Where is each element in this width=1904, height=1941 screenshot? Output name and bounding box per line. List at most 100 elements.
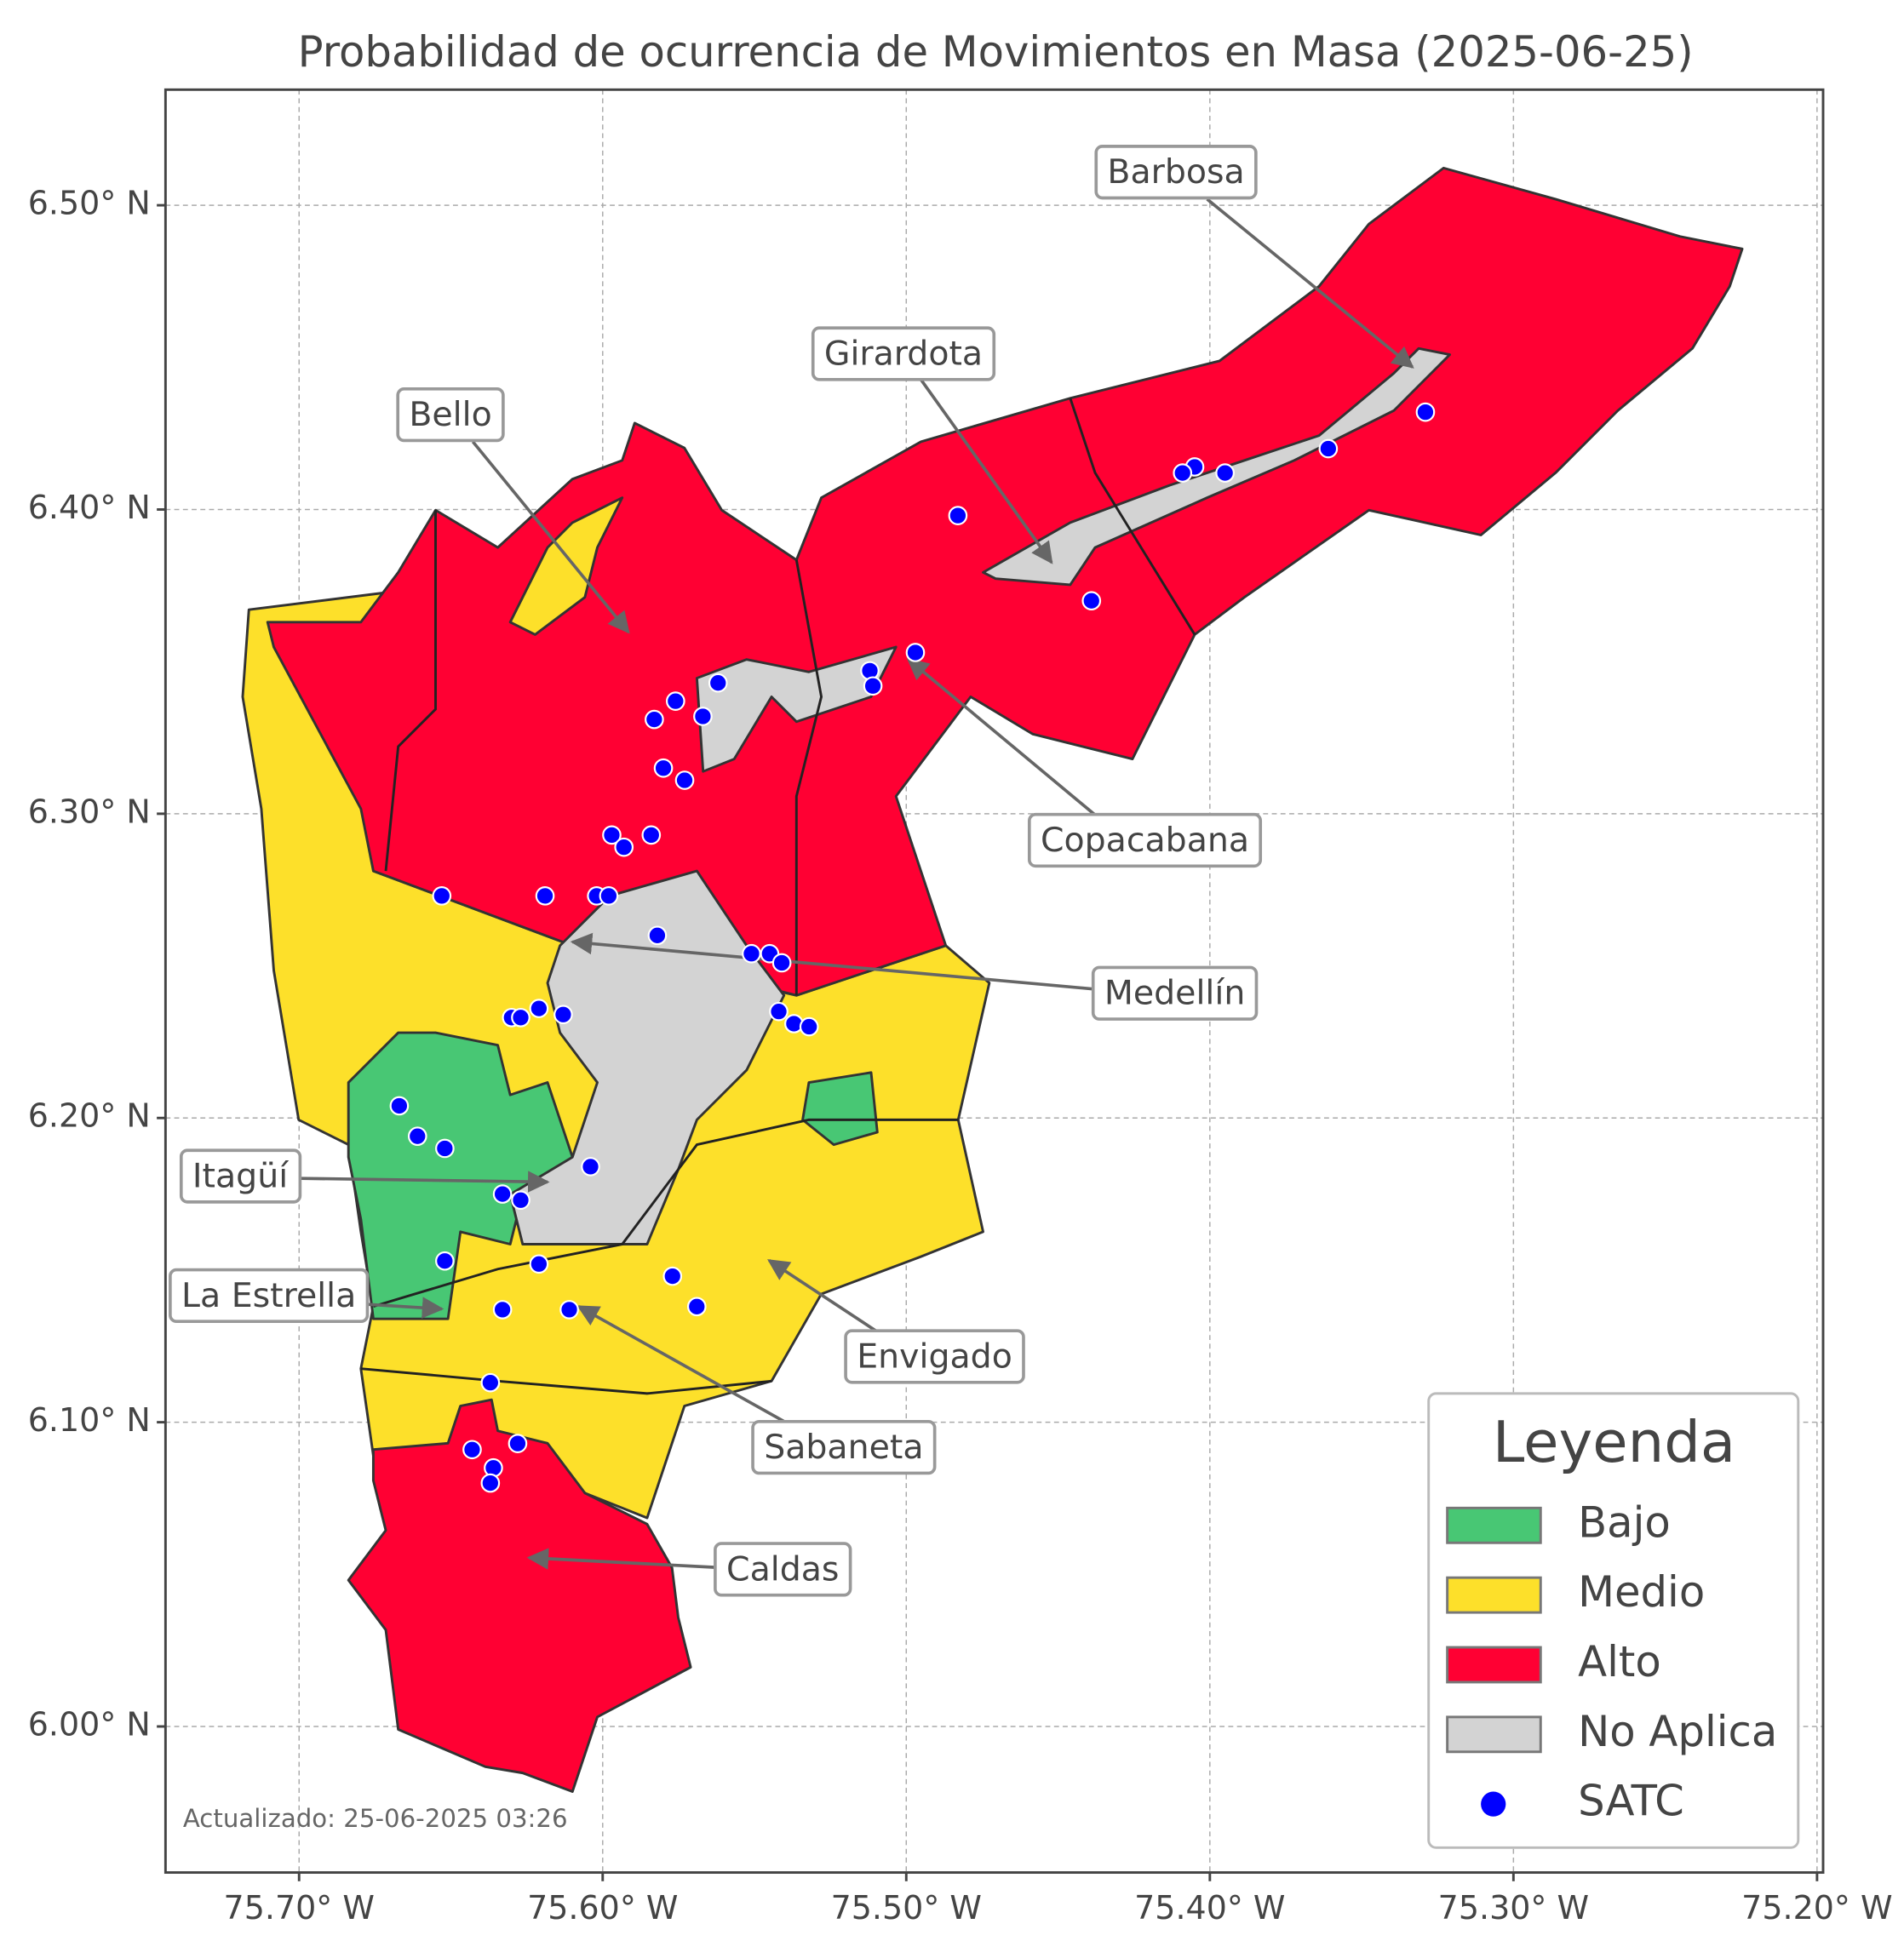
satc-point [905,643,926,662]
satc-point [492,1300,513,1320]
x-tick-label: 75.40° W [1134,1889,1285,1927]
satc-point [480,1372,501,1393]
satc-point [1173,463,1193,483]
satc-point [662,1266,683,1286]
satc-point [799,1016,819,1037]
satc-point [674,770,695,790]
satc-point [407,1126,427,1147]
y-tick-label: 6.20° N [28,1097,151,1135]
satc-point [769,1001,789,1022]
label-box [169,1268,370,1323]
legend-swatch [1446,1715,1542,1754]
satc-point [462,1440,482,1460]
satc-point [1215,463,1235,483]
label-box [1094,145,1258,200]
arrow [570,932,1096,991]
arrow [1206,198,1414,369]
legend-label: Alto [1578,1637,1661,1686]
boundary [384,510,437,872]
satc-point [771,953,792,973]
municipality-label: Envigado [857,1337,1012,1376]
x-tick-label: 75.20° W [1741,1889,1892,1927]
arrow [906,658,1097,816]
x-tick-label: 75.70° W [224,1889,375,1927]
y-tick-label: 6.30° N [28,793,151,830]
label-box [179,1148,302,1204]
y-tick-label: 6.40° N [28,489,151,526]
region-no-aplica [982,346,1452,587]
x-tick-label: 75.30° W [1438,1889,1589,1927]
label-box [811,326,996,381]
legend-swatch [1446,1576,1542,1614]
arrow [526,1548,722,1570]
municipality-label: Barbosa [1107,152,1244,192]
satc-point [641,825,662,845]
label-box [1027,812,1263,868]
satc-point [529,999,549,1018]
satc-point [948,506,968,525]
satc-point [1318,438,1339,459]
satc-point [435,1138,455,1159]
satc-point [435,1251,455,1271]
municipality-label: Itagüí [192,1157,289,1196]
legend-label: Bajo [1578,1497,1671,1547]
y-tick-label: 6.00° N [28,1706,151,1743]
legend-swatch [1446,1646,1542,1684]
y-tick-label: 6.10° N [28,1401,151,1439]
region-bajo [801,1071,879,1147]
municipality-label: Sabaneta [764,1428,923,1467]
region-alto [347,1398,692,1794]
municipality-label: Copacabana [1041,821,1249,860]
x-tick-label: 75.60° W [527,1889,678,1927]
satc-point [666,691,685,711]
satc-point [1081,591,1102,611]
label-box [751,1420,937,1475]
satc-point [653,758,674,778]
x-tick-label: 75.50° W [831,1889,982,1927]
boundary [360,1367,772,1395]
satc-point [599,886,619,906]
legend-label: Medio [1578,1567,1705,1617]
satc-point [529,1254,549,1274]
annotations: Barbosa Girardota Bello Copacabana Medel… [169,145,1263,1597]
municipality-label: Bello [409,395,491,434]
region-no-aplica [695,645,898,773]
satc-point [686,1297,707,1317]
label-box [714,1542,852,1597]
satc-point [492,1184,513,1204]
map-title: Probabilidad de ocurrencia de Movimiento… [298,27,1694,77]
satc-point [742,943,761,964]
satc-point [614,837,634,857]
arrow [919,378,1053,564]
satc-points [389,402,1436,1493]
boundary [373,1118,959,1308]
satc-point [559,1300,579,1320]
legend-marker [1481,1791,1506,1817]
arrow [576,1304,798,1430]
municipality-label: La Estrella [181,1276,356,1315]
satc-point [647,925,668,946]
satc-point [389,1096,410,1116]
legend-label: SATC [1578,1777,1684,1826]
label-box [844,1329,1025,1384]
y-tick-label: 6.50° N [28,185,151,222]
municipality-label: Girardota [824,335,983,374]
satc-point [645,709,664,730]
legend-label: No Aplica [1578,1707,1777,1756]
boundary [1069,398,1196,636]
municipality-label: Caldas [726,1549,839,1589]
satc-point [708,673,728,693]
satc-point [602,825,622,845]
frame [163,88,1825,1875]
arrow [471,440,630,634]
satc-point [511,1190,530,1211]
satc-point [535,886,555,906]
boundary [794,559,823,996]
satc-point [863,676,883,696]
satc-point [480,1473,501,1493]
label-box [396,387,505,443]
label-box [1091,965,1259,1021]
annotation-arrows [292,198,1414,1570]
satc-point [553,1005,573,1025]
